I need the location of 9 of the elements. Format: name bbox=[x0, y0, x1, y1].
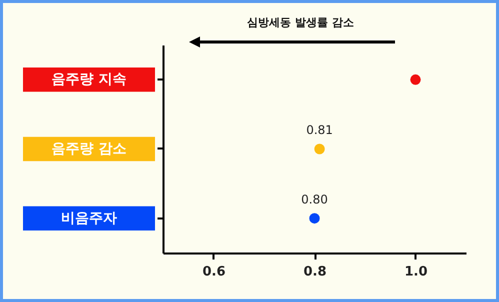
y-tick-label: 비음주자 bbox=[61, 210, 117, 226]
y-tick-label: 음주량 지속 bbox=[52, 72, 126, 88]
data-label: 0.81 bbox=[306, 123, 333, 137]
y-tick-label: 음주량 감소 bbox=[52, 141, 126, 157]
text: 심방세동 발생률 감소 bbox=[247, 16, 354, 29]
x-tick-label: 0.8 bbox=[303, 264, 327, 280]
x-tick-label: 1.0 bbox=[404, 264, 428, 280]
x-tick-label: 0.6 bbox=[202, 264, 226, 280]
data-label: 0.80 bbox=[301, 192, 328, 206]
